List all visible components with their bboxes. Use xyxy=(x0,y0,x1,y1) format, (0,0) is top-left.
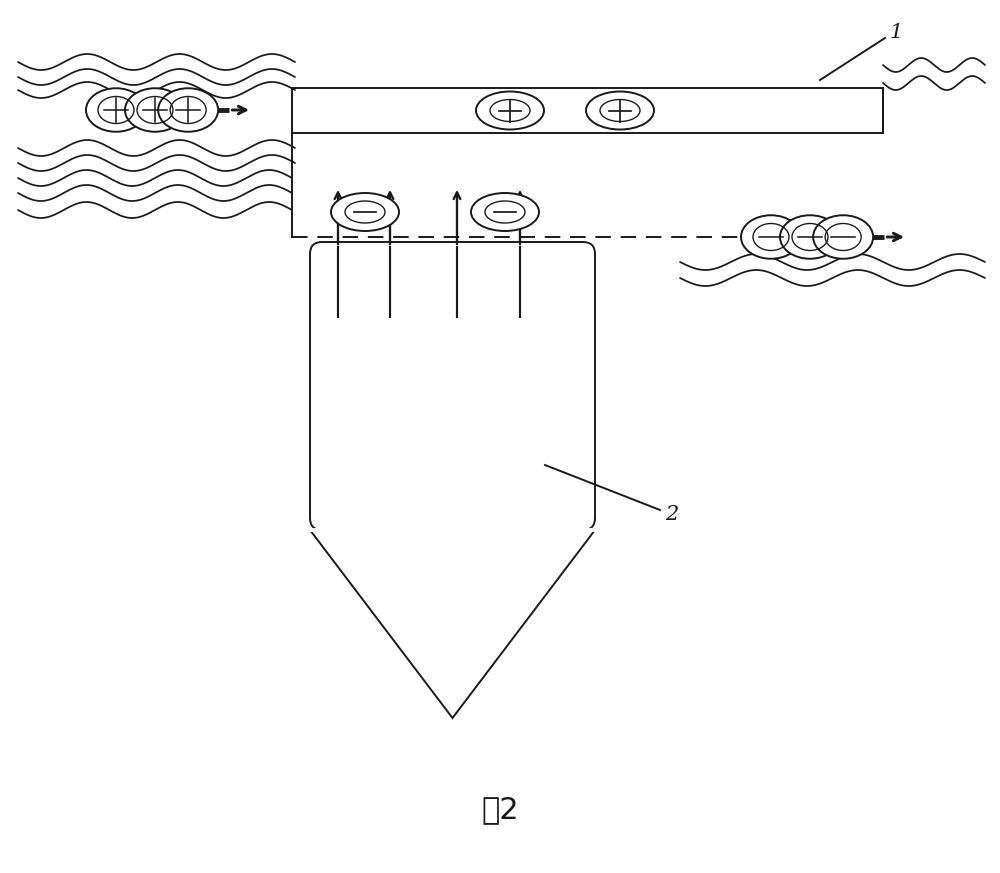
Ellipse shape xyxy=(741,216,801,258)
Ellipse shape xyxy=(586,92,654,129)
Ellipse shape xyxy=(780,216,840,258)
Polygon shape xyxy=(310,530,595,718)
Text: 2: 2 xyxy=(665,505,678,525)
Ellipse shape xyxy=(813,216,873,258)
Text: 1: 1 xyxy=(890,24,903,43)
Ellipse shape xyxy=(476,92,544,129)
Ellipse shape xyxy=(471,193,539,231)
Ellipse shape xyxy=(125,88,185,132)
Bar xyxy=(292,88,883,133)
FancyBboxPatch shape xyxy=(310,242,595,530)
Ellipse shape xyxy=(158,88,218,132)
Ellipse shape xyxy=(86,88,146,132)
Ellipse shape xyxy=(331,193,399,231)
Text: 图2: 图2 xyxy=(481,795,519,824)
